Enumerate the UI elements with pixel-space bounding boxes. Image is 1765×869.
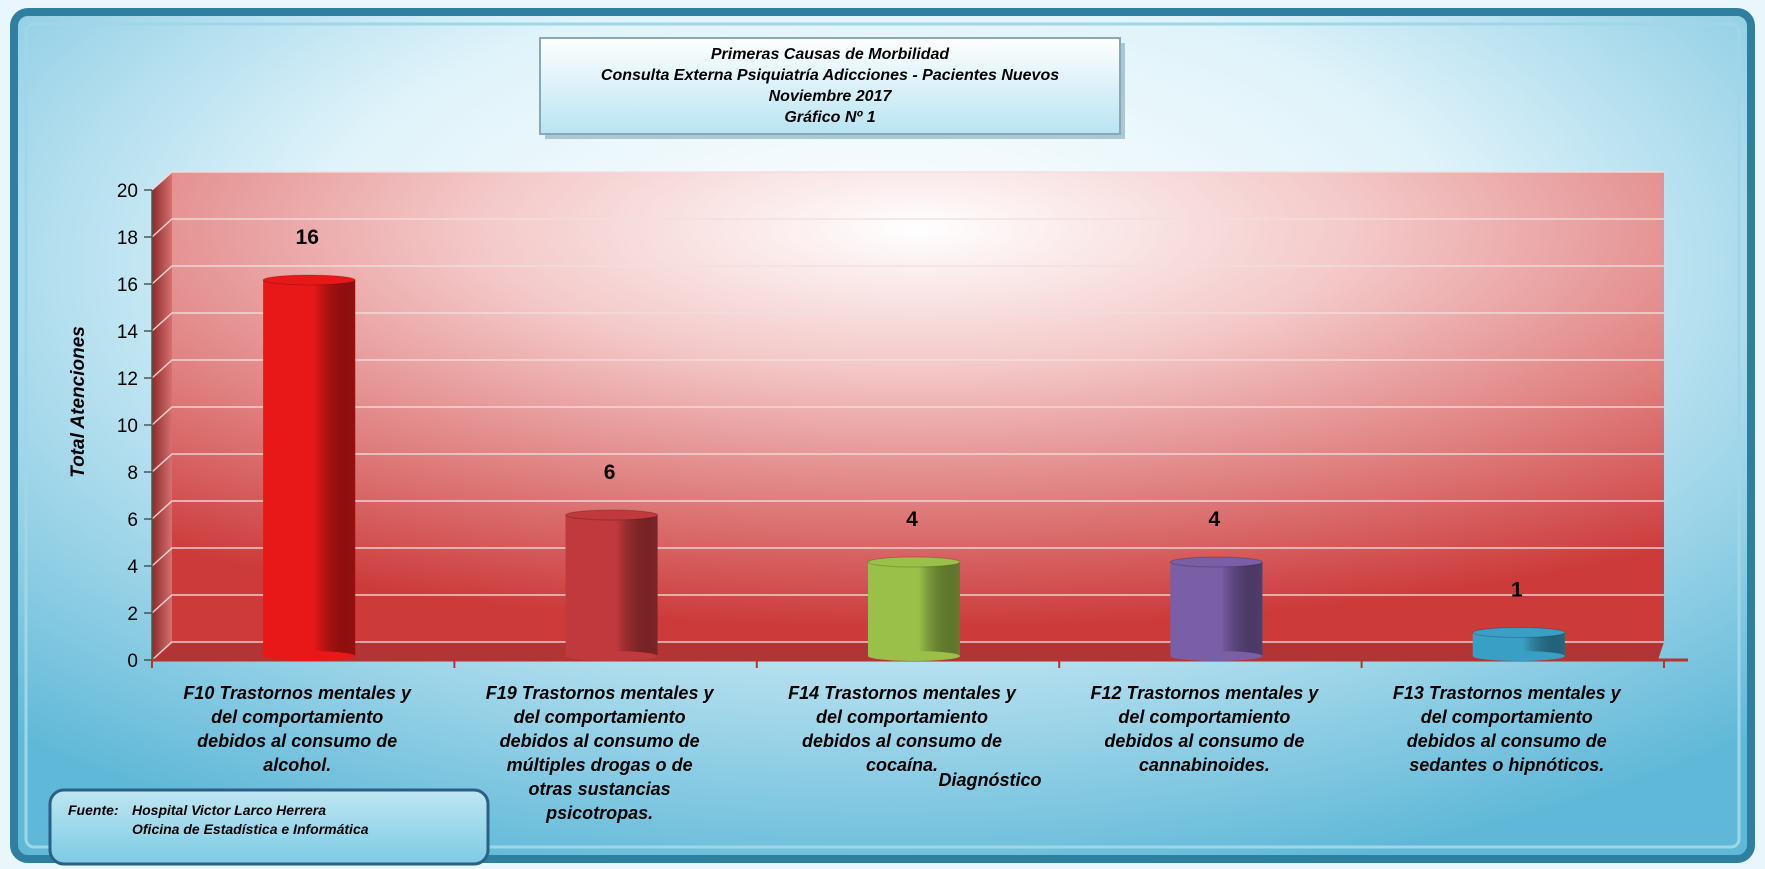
y-tick-label: 20 — [117, 181, 138, 202]
x-tick-label-line: múltiples drogas o de — [507, 755, 693, 775]
y-tick-label: 6 — [127, 510, 138, 531]
bar-top — [867, 556, 961, 568]
x-tick-label-line: F13 Trastornos mentales y — [1393, 683, 1622, 703]
y-tick-label: 2 — [127, 604, 138, 625]
gridline — [151, 312, 1664, 332]
y-tick-label: 8 — [127, 463, 138, 484]
x-tick-label-line: F19 Trastornos mentales y — [486, 683, 715, 703]
gridline — [151, 594, 1664, 614]
x-tick-label-line: del comportamiento — [211, 707, 383, 727]
gridline — [151, 171, 1664, 191]
title-line-2: Consulta Externa Psiquiatría Adicciones … — [601, 67, 1059, 84]
bar-base — [263, 651, 356, 661]
title-line-1: Primeras Causas de Morbilidad — [711, 46, 951, 63]
bar-base — [1170, 651, 1263, 661]
title-box — [539, 37, 1121, 135]
gridline — [151, 641, 1664, 661]
bar-shade — [1472, 632, 1565, 656]
x-tick-label-line: cannabinoides. — [1139, 755, 1270, 775]
x-tick-label-line: debidos al consumo de — [1407, 731, 1607, 751]
bars — [262, 274, 1566, 661]
data-labels: 16 6 4 4 1 — [296, 226, 1523, 602]
data-label-3: 4 — [906, 508, 918, 531]
x-tick-label-line: debidos al consumo de — [197, 731, 397, 751]
x-tick-label-line: psicotropas. — [545, 803, 653, 823]
gridlines — [151, 171, 1664, 661]
source-label: Fuente: — [68, 802, 119, 818]
x-tick-label-line: alcohol. — [263, 755, 331, 775]
x-tick-label-line: del comportamiento — [514, 707, 686, 727]
x-tick-labels: F10 Trastornos mentales y del comportamie… — [183, 683, 1621, 823]
data-label-4: 4 — [1209, 508, 1221, 531]
y-tick-label: 12 — [117, 369, 138, 390]
gridline — [151, 453, 1664, 473]
data-label-2: 6 — [604, 461, 616, 484]
bar-4 — [1169, 556, 1263, 661]
y-tick-label: 0 — [127, 651, 138, 672]
bar-2 — [565, 509, 659, 661]
y-axis: 0 2 4 6 8 10 12 14 16 18 20 — [117, 181, 153, 672]
x-tick-label-line: F10 Trastornos mentales y — [183, 683, 412, 703]
x-tick-label-line: del comportamiento — [1421, 707, 1593, 727]
title-line-4: Gráfico Nº 1 — [784, 109, 875, 126]
x-tick-label-5: F13 Trastornos mentales y del comportamie… — [1393, 683, 1622, 775]
bar-shade — [868, 562, 960, 656]
y-axis-title: Total Atenciones — [68, 326, 89, 478]
bar-shade — [263, 280, 356, 656]
x-tick-label-line: otras sustancias — [529, 779, 671, 799]
y-tick-label: 16 — [117, 275, 138, 296]
bar-5 — [1472, 627, 1566, 661]
gridline — [151, 359, 1664, 379]
x-tick-label-line: debidos al consumo de — [802, 731, 1002, 751]
chart-title: Primeras Causas de Morbilidad Consulta Ex… — [601, 46, 1059, 126]
bar-top — [1169, 556, 1263, 568]
source-box — [48, 788, 490, 866]
bar-top — [1472, 627, 1566, 638]
bar-top — [565, 509, 659, 521]
y-tick-label: 4 — [127, 557, 138, 578]
x-axis-title: Diagnóstico — [938, 770, 1041, 790]
x-tick-label-line: sedantes o hipnóticos. — [1409, 755, 1604, 775]
source-line-1: Hospital Victor Larco Herrera — [132, 802, 326, 818]
data-label-1: 16 — [296, 226, 319, 249]
y-tick-label: 10 — [117, 416, 138, 437]
gridline — [151, 406, 1664, 426]
data-label-5: 1 — [1511, 579, 1523, 602]
x-tick-label-line: debidos al consumo de — [500, 731, 700, 751]
x-tick-label-1: F10 Trastornos mentales y del comportamie… — [183, 683, 412, 775]
x-tick-label-line: del comportamiento — [1118, 707, 1290, 727]
x-tick-label-line: F14 Trastornos mentales y — [788, 683, 1017, 703]
bar-3 — [867, 556, 961, 661]
title-line-3: Noviembre 2017 — [769, 88, 893, 105]
bar-base — [565, 651, 658, 661]
x-tick-label-line: del comportamiento — [816, 707, 988, 727]
gridline — [151, 500, 1664, 520]
x-tick-label-4: F12 Trastornos mentales y del comportamie… — [1091, 683, 1320, 775]
x-tick-label-3: F14 Trastornos mentales y del comportamie… — [788, 683, 1017, 775]
bar-shade — [1170, 562, 1263, 656]
y-tick-label: 14 — [117, 322, 139, 343]
bar-shade — [565, 515, 658, 656]
gridline — [151, 265, 1664, 285]
x-tick-label-line: debidos al consumo de — [1104, 731, 1304, 751]
chart-frame-inner — [24, 22, 1741, 849]
bar-1 — [262, 274, 356, 661]
bar-base — [868, 651, 960, 661]
y-tick-label: 18 — [117, 228, 138, 249]
x-tick-label-line: cocaína. — [866, 755, 938, 775]
gridline — [151, 547, 1664, 567]
bar-top — [262, 274, 356, 286]
x-tick-label-line: F12 Trastornos mentales y — [1091, 683, 1320, 703]
gridline — [151, 218, 1664, 238]
x-tick-label-2: F19 Trastornos mentales y del comportamie… — [486, 683, 715, 823]
bar-base — [1472, 651, 1565, 661]
source-line-2: Oficina de Estadística e Informática — [132, 821, 369, 837]
